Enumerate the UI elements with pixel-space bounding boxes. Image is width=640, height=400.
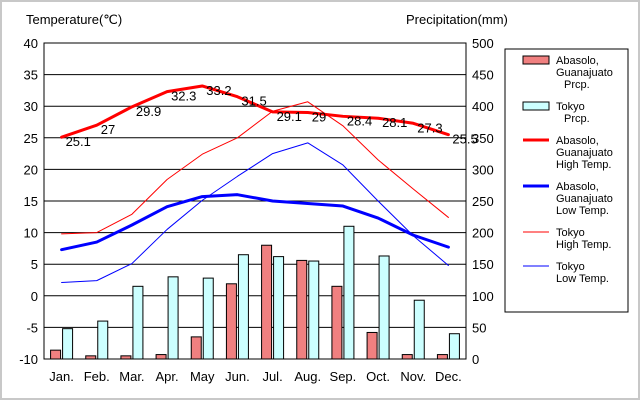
temperature-data-label: 27: [101, 122, 115, 137]
tokyo-precip-bar: [343, 225, 355, 360]
plot-border: [43, 42, 467, 360]
tokyo-precip-bar: [202, 277, 214, 360]
x-tick-label: Jun.: [225, 369, 250, 384]
temperature-data-label: 25.5: [452, 132, 477, 147]
legend-label: Guanajuato: [556, 193, 613, 205]
legend-label: Prcp.: [564, 79, 590, 91]
legend-label: Abasolo,: [556, 181, 599, 193]
right-tick-label: 100: [472, 289, 494, 304]
abasolo-precip-bar: [296, 259, 308, 360]
tokyo-precip-bar: [273, 256, 285, 360]
right-tick-label: 50: [472, 320, 486, 335]
temperature-data-label: 32.3: [171, 89, 196, 104]
gridlines: [44, 74, 466, 328]
tokyo-precip-bar: [308, 260, 320, 360]
legend-label: Abasolo,: [556, 55, 599, 67]
legend-label: Prcp.: [564, 113, 590, 125]
temperature-data-label: 31.5: [241, 94, 266, 109]
left-tick-label: 25: [24, 131, 38, 146]
temperature-data-label: 29: [312, 110, 326, 125]
abasolo-precip-bar: [331, 285, 343, 360]
right-tick-label: 350: [472, 131, 494, 146]
tokyo-precip-bar: [132, 285, 144, 360]
x-tick-label: Sep.: [330, 369, 357, 384]
right-tick-label: 450: [472, 68, 494, 83]
right-tick-label: 500: [472, 36, 494, 51]
x-tick-label: Jan.: [49, 369, 74, 384]
right-axis-title: Precipitation(mm): [406, 12, 508, 27]
axes: -10-505101520253035400501001502002503003…: [19, 36, 494, 384]
legend: Abasolo,GuanajuatoPrcp.TokyoPrcp.Abasolo…: [504, 48, 629, 313]
left-tick-label: 10: [24, 226, 38, 241]
right-tick-label: 200: [472, 226, 494, 241]
tokyo-precip-bar: [97, 320, 109, 360]
abasolo-precip-bar: [436, 354, 448, 360]
temperature-data-label: 28.4: [347, 113, 372, 128]
temperature-data-label: 27.3: [417, 120, 442, 135]
legend-swatch-bar: [522, 55, 550, 65]
legend-label: Low Temp.: [556, 273, 609, 285]
legend-swatch-bar: [522, 101, 550, 111]
temperature-data-label: 29.9: [136, 104, 161, 119]
legend-label: Low Temp.: [556, 205, 609, 217]
left-tick-label: 15: [24, 194, 38, 209]
right-tick-label: 300: [472, 162, 494, 177]
abasolo-precip-bar: [366, 331, 378, 360]
right-tick-label: 400: [472, 99, 494, 114]
abasolo-precip-bar: [401, 354, 413, 360]
abasolo-precip-bar: [225, 283, 237, 360]
legend-label: Tokyo: [556, 261, 585, 273]
temperature-data-label: 33.2: [206, 83, 231, 98]
x-tick-label: Feb.: [84, 369, 110, 384]
legend-label: Tokyo: [556, 101, 585, 113]
left-tick-label: -5: [26, 320, 38, 335]
temperature-data-label: 28.1: [382, 115, 407, 130]
abasolo-low-line: [60, 193, 450, 252]
legend-box: [504, 48, 629, 313]
legend-label: Guanajuato: [556, 147, 613, 159]
left-tick-label: 5: [31, 257, 38, 272]
left-tick-label: 0: [31, 289, 38, 304]
tokyo-precip-bar: [62, 328, 74, 360]
tokyo-precip-bar: [448, 333, 460, 360]
right-tick-label: 0: [472, 352, 479, 367]
data-labels: 25.1 27 29.9 32.3 33.2 31.5 29.1 29 28.4 28.1 27.3…: [66, 83, 478, 149]
temperature-data-label: 29.1: [277, 109, 302, 124]
left-tick-label: 20: [24, 162, 38, 177]
x-tick-label: Apr.: [156, 369, 179, 384]
x-tick-label: Mar.: [119, 369, 144, 384]
abasolo-precip-bar: [155, 354, 167, 360]
abasolo-precip-bar: [190, 336, 202, 360]
left-tick-label: 40: [24, 36, 38, 51]
right-tick-label: 250: [472, 194, 494, 209]
legend-label: High Temp.: [556, 239, 611, 251]
legend-label: Guanajuato: [556, 67, 613, 79]
x-tick-label: Aug.: [294, 369, 321, 384]
temperature-lines: [60, 84, 450, 284]
tokyo-low-line: [61, 142, 449, 284]
temperature-data-label: 25.1: [66, 134, 91, 149]
tokyo-precip-bar: [378, 255, 390, 360]
legend-label: Tokyo: [556, 227, 585, 239]
left-tick-label: 35: [24, 68, 38, 83]
right-tick-label: 150: [472, 257, 494, 272]
legend-label: High Temp.: [556, 159, 611, 171]
legend-label: Abasolo,: [556, 135, 599, 147]
abasolo-high-line: [60, 84, 450, 139]
left-tick-label: -10: [19, 352, 38, 367]
x-tick-label: Nov.: [400, 369, 426, 384]
left-tick-label: 30: [24, 99, 38, 114]
abasolo-precip-bar: [50, 349, 62, 360]
tokyo-precip-bar: [237, 254, 249, 360]
abasolo-precip-bar: [261, 244, 273, 360]
x-tick-label: Jul.: [262, 369, 282, 384]
tokyo-precip-bar: [167, 276, 179, 360]
x-tick-label: May: [190, 369, 215, 384]
tokyo-high-line: [61, 101, 449, 235]
tokyo-precip-bar: [413, 299, 425, 360]
left-axis-title: Temperature(℃): [26, 12, 122, 27]
x-tick-label: Dec.: [435, 369, 462, 384]
x-tick-label: Oct.: [366, 369, 390, 384]
